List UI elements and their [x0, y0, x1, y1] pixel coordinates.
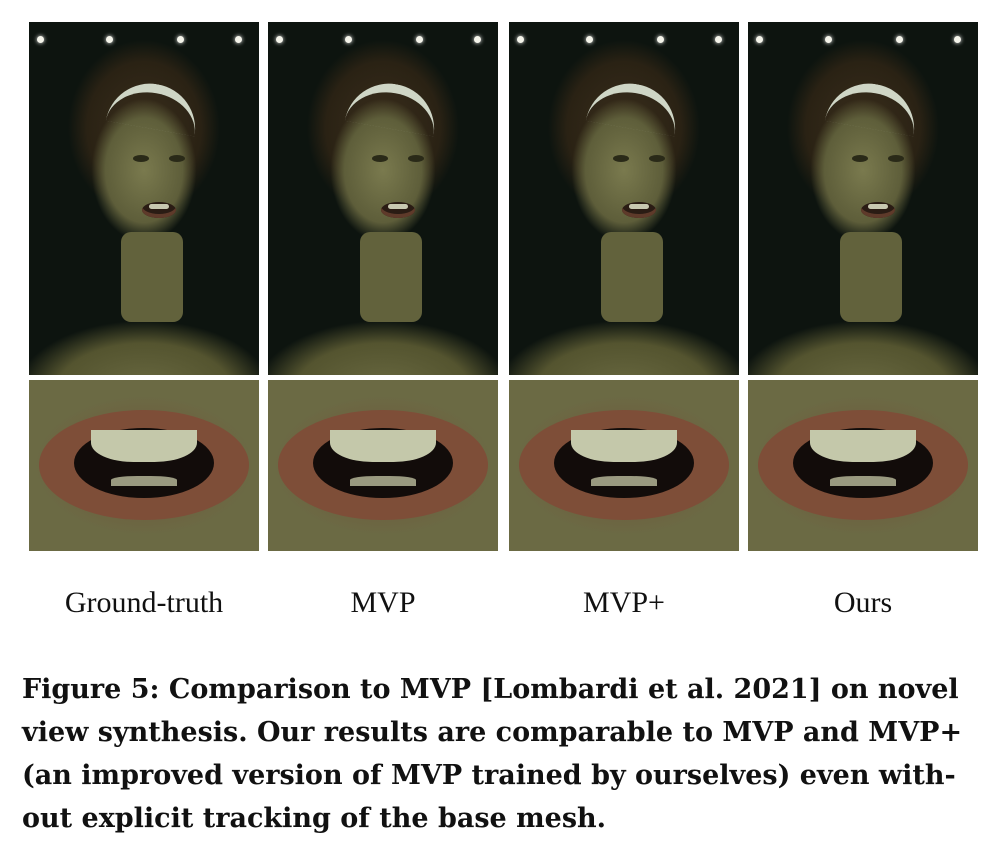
- neck: [121, 232, 183, 322]
- right-eye: [408, 155, 424, 162]
- teeth: [868, 204, 888, 209]
- right-eye: [649, 155, 665, 162]
- left-eye: [852, 155, 868, 162]
- studio-light: [896, 36, 903, 43]
- neck: [840, 232, 902, 322]
- studio-light: [657, 36, 664, 43]
- studio-light: [37, 36, 44, 43]
- studio-light: [954, 36, 961, 43]
- column-label-mvp-plus: MVP+: [583, 586, 665, 619]
- left-eye: [133, 155, 149, 162]
- studio-light: [517, 36, 524, 43]
- headband: [344, 76, 442, 137]
- studio-light: [756, 36, 763, 43]
- studio-light: [235, 36, 242, 43]
- face-image: [509, 22, 739, 375]
- upper-teeth: [330, 430, 436, 462]
- caption-line: (an improved version of MVP trained by o…: [22, 760, 956, 791]
- mouth-closeup-image: [509, 380, 739, 551]
- left-eye: [613, 155, 629, 162]
- studio-light: [177, 36, 184, 43]
- upper-teeth: [810, 430, 916, 462]
- studio-light: [276, 36, 283, 43]
- studio-light: [106, 36, 113, 43]
- headband: [105, 76, 203, 137]
- column-label-ours: Ours: [833, 586, 893, 619]
- lower-teeth: [111, 476, 177, 486]
- headband: [585, 76, 683, 137]
- studio-light: [825, 36, 832, 43]
- studio-light: [474, 36, 481, 43]
- upper-teeth: [571, 430, 677, 462]
- lower-teeth: [830, 476, 896, 486]
- neck: [601, 232, 663, 322]
- studio-light: [416, 36, 423, 43]
- mouth-closeup-image: [29, 380, 259, 551]
- column-label-mvp: MVP: [350, 586, 416, 619]
- lower-teeth: [591, 476, 657, 486]
- face-image: [29, 22, 259, 375]
- right-eye: [888, 155, 904, 162]
- figure-caption: Figure 5: Comparison to MVP [Lombardi et…: [22, 668, 984, 840]
- caption-line: out explicit tracking of the base mesh.: [22, 803, 607, 834]
- caption-line: view synthesis. Our results are comparab…: [22, 717, 963, 748]
- column-label-ground-truth: Ground-truth: [64, 586, 224, 619]
- mouth-closeup-image: [268, 380, 498, 551]
- upper-teeth: [91, 430, 197, 462]
- face-image: [748, 22, 978, 375]
- right-eye: [169, 155, 185, 162]
- teeth: [629, 204, 649, 209]
- teeth: [388, 204, 408, 209]
- studio-light: [345, 36, 352, 43]
- face-image: [268, 22, 498, 375]
- mouth-closeup-image: [748, 380, 978, 551]
- headband: [824, 76, 922, 137]
- studio-light: [586, 36, 593, 43]
- neck: [360, 232, 422, 322]
- caption-line: Figure 5: Comparison to MVP [Lombardi et…: [22, 674, 959, 705]
- lower-teeth: [350, 476, 416, 486]
- left-eye: [372, 155, 388, 162]
- teeth: [149, 204, 169, 209]
- studio-light: [715, 36, 722, 43]
